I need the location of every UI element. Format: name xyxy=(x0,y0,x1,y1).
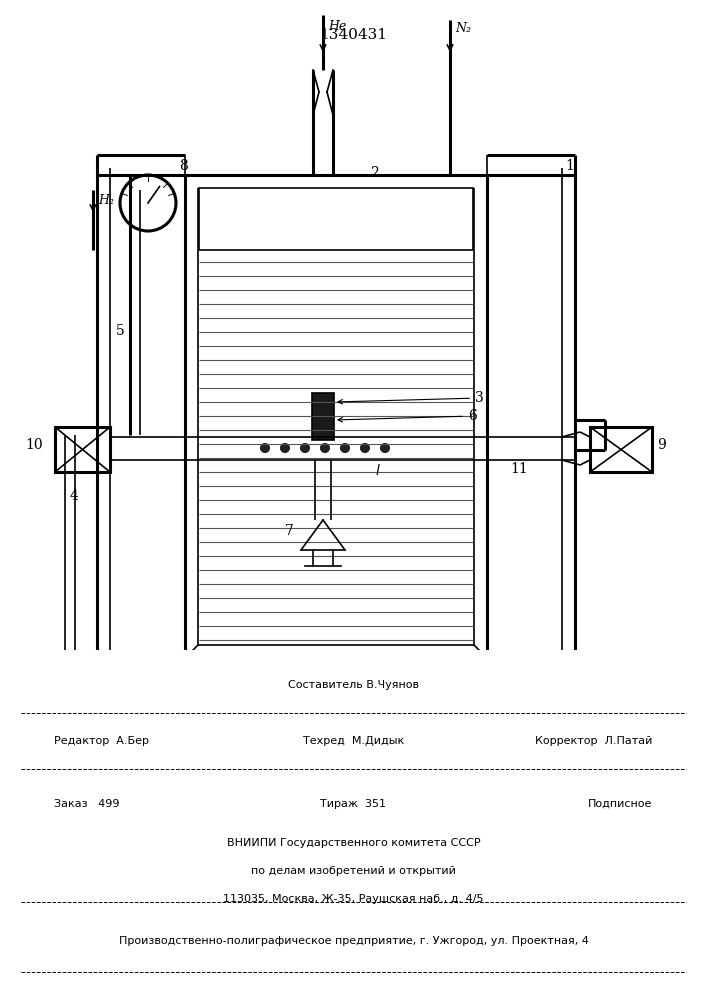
Circle shape xyxy=(380,444,390,452)
Text: Корректор  Л.Патай: Корректор Л.Патай xyxy=(535,736,653,746)
Text: ВНИИПИ Государственного комитета СССР: ВНИИПИ Государственного комитета СССР xyxy=(227,838,480,848)
Text: 5: 5 xyxy=(116,324,125,338)
Text: $l$: $l$ xyxy=(375,463,381,478)
Text: 7: 7 xyxy=(285,524,294,538)
Text: 1340431: 1340431 xyxy=(320,28,387,42)
Circle shape xyxy=(300,444,310,452)
Bar xyxy=(590,427,652,472)
Text: 6: 6 xyxy=(338,409,477,423)
Text: 8: 8 xyxy=(179,159,188,173)
Text: Редактор  А.Бер: Редактор А.Бер xyxy=(54,736,149,746)
Text: 4: 4 xyxy=(70,489,79,503)
Text: N₂: N₂ xyxy=(455,22,471,35)
Text: He: He xyxy=(328,20,346,33)
Text: 2: 2 xyxy=(370,166,379,180)
Circle shape xyxy=(341,444,349,452)
Bar xyxy=(312,393,334,440)
Text: 113035, Москва, Ж-35, Раушская наб., д. 4/5: 113035, Москва, Ж-35, Раушская наб., д. … xyxy=(223,894,484,904)
Text: Заказ   499: Заказ 499 xyxy=(54,799,120,809)
Text: H₂: H₂ xyxy=(98,194,114,207)
Text: 9: 9 xyxy=(657,438,666,452)
Text: по делам изобретений и открытий: по делам изобретений и открытий xyxy=(251,865,456,876)
Text: Тираж  351: Тираж 351 xyxy=(320,799,387,809)
Text: 1: 1 xyxy=(565,159,574,173)
Circle shape xyxy=(320,444,329,452)
Text: Техред  М.Дидык: Техред М.Дидык xyxy=(303,736,404,746)
Circle shape xyxy=(361,444,370,452)
Text: Подписное: Подписное xyxy=(588,799,653,809)
Circle shape xyxy=(260,444,269,452)
Text: 11: 11 xyxy=(510,462,527,476)
Bar xyxy=(55,427,110,472)
Text: Составитель В.Чуянов: Составитель В.Чуянов xyxy=(288,680,419,690)
Circle shape xyxy=(281,444,289,452)
Text: 3: 3 xyxy=(338,391,484,405)
Text: 10: 10 xyxy=(25,438,43,452)
Text: Производственно-полиграфическое предприятие, г. Ужгород, ул. Проектная, 4: Производственно-полиграфическое предприя… xyxy=(119,936,588,946)
